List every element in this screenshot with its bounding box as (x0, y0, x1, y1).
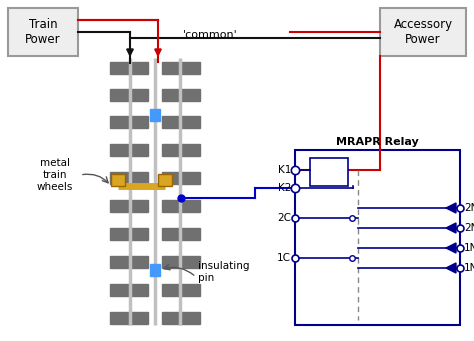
Bar (162, 62, 200, 74)
Bar (295, 150, 460, 325)
Bar (110, 200, 148, 212)
Text: insulating
pin: insulating pin (198, 261, 249, 283)
Bar (310, 158, 348, 186)
Bar (162, 89, 200, 101)
Bar (162, 172, 200, 184)
Bar (162, 200, 200, 212)
Bar (110, 116, 148, 128)
Text: 2C: 2C (277, 213, 291, 223)
Text: 'common': 'common' (182, 30, 237, 40)
Bar (150, 264, 160, 276)
Bar (110, 62, 148, 74)
Bar (110, 172, 148, 184)
Polygon shape (446, 263, 456, 273)
Text: 1NO: 1NO (464, 243, 474, 253)
Bar (110, 228, 148, 240)
Polygon shape (446, 223, 456, 233)
Polygon shape (446, 243, 456, 253)
Bar (162, 144, 200, 156)
Bar (111, 174, 125, 186)
Bar (158, 174, 172, 186)
Text: 1NC: 1NC (464, 263, 474, 273)
Bar (162, 284, 200, 296)
Bar (110, 284, 148, 296)
Bar (162, 256, 200, 268)
Polygon shape (446, 203, 456, 213)
Text: 2NC: 2NC (464, 223, 474, 233)
FancyBboxPatch shape (380, 8, 466, 56)
FancyBboxPatch shape (8, 8, 78, 56)
Bar (162, 228, 200, 240)
Text: 2NO: 2NO (464, 203, 474, 213)
Text: K2: K2 (278, 183, 291, 193)
Text: metal
train
wheels: metal train wheels (37, 159, 73, 192)
Text: 1C: 1C (277, 253, 291, 263)
Bar (162, 116, 200, 128)
Bar (110, 144, 148, 156)
Text: MRAPR Relay: MRAPR Relay (336, 137, 419, 147)
Bar (110, 256, 148, 268)
Bar (150, 109, 160, 121)
Text: Train
Power: Train Power (25, 18, 61, 46)
Bar (110, 312, 148, 324)
Bar (162, 312, 200, 324)
Text: K1: K1 (278, 165, 291, 175)
Bar (110, 89, 148, 101)
Text: Accessory
Power: Accessory Power (393, 18, 453, 46)
